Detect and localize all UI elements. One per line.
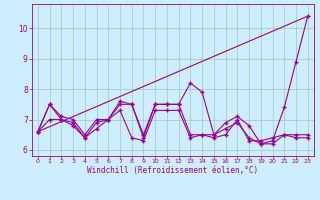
X-axis label: Windchill (Refroidissement éolien,°C): Windchill (Refroidissement éolien,°C) [87,166,258,175]
